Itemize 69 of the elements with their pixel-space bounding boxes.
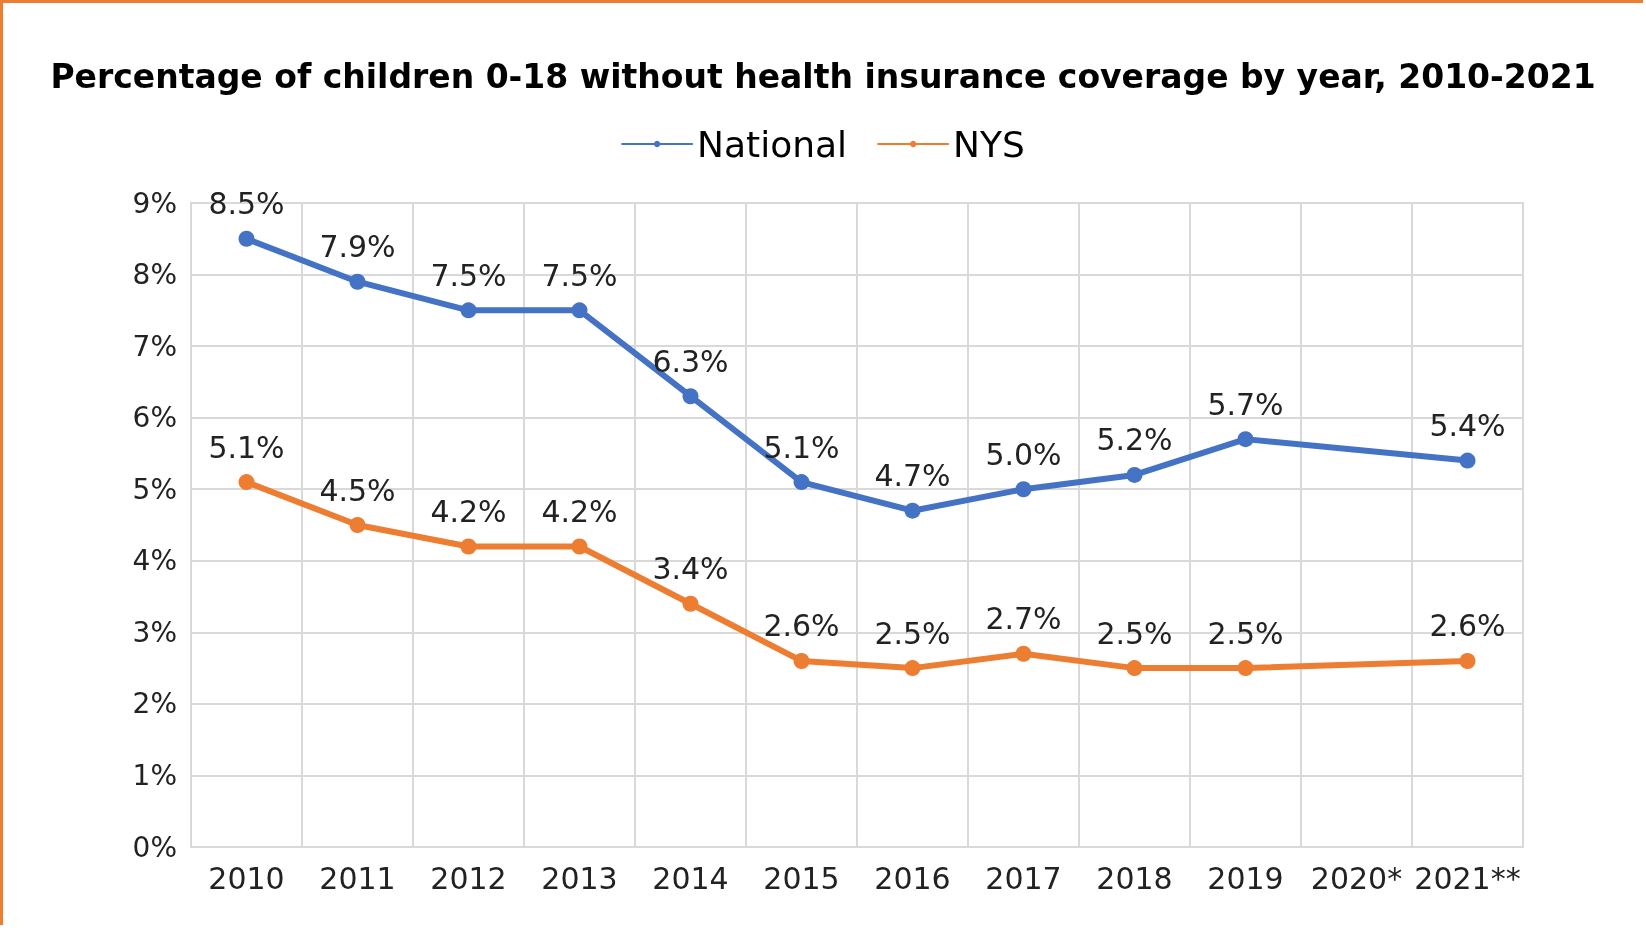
x-tick-label: 2019 [1207, 860, 1284, 896]
point [1237, 660, 1254, 677]
y-tick-label: 0% [132, 830, 177, 864]
data-label: 4.7% [874, 458, 951, 494]
point [682, 388, 699, 405]
point [571, 538, 588, 555]
data-label: 5.1% [763, 429, 840, 465]
data-label: 2.7% [985, 601, 1062, 637]
data-label: 4.2% [430, 493, 507, 529]
data-label: 4.2% [541, 493, 618, 529]
point [682, 595, 699, 612]
point [238, 230, 255, 247]
point [460, 302, 477, 319]
data-label: 5.0% [985, 436, 1062, 472]
x-tick-label: 2013 [541, 860, 618, 896]
y-tick-label: 6% [132, 401, 177, 435]
y-tick-label: 3% [132, 615, 177, 649]
y-tick-label: 4% [132, 544, 177, 578]
data-label: 2.5% [874, 615, 951, 651]
point [1459, 652, 1476, 669]
x-tick-label: 2021** [1414, 860, 1521, 896]
data-label: 8.5% [208, 186, 285, 222]
point [904, 502, 921, 519]
x-tick-label: 2011 [319, 860, 396, 896]
data-label: 2.5% [1207, 615, 1284, 651]
point [238, 474, 255, 491]
point [1126, 466, 1143, 483]
data-label: 6.3% [652, 343, 729, 379]
x-tick-label: 2014 [652, 860, 729, 896]
point [1237, 431, 1254, 448]
x-tick-label: 2015 [763, 860, 840, 896]
data-label: 4.5% [319, 472, 396, 508]
point [1015, 481, 1032, 498]
data-label: 7.9% [319, 229, 396, 265]
legend-label: National [697, 123, 848, 165]
y-tick-label: 1% [132, 758, 177, 792]
y-tick-label: 5% [132, 472, 177, 506]
data-label: 2.5% [1096, 615, 1173, 651]
chart-title: Percentage of children 0-18 without health insurance coverage by year, 2010-2021 [50, 57, 1596, 96]
data-label: 7.5% [430, 257, 507, 293]
x-tick-label: 2020* [1310, 860, 1403, 896]
point [571, 302, 588, 319]
data-label: 3.4% [652, 551, 729, 587]
y-tick-label: 7% [132, 329, 177, 363]
point [1126, 660, 1143, 677]
data-label: 2.6% [763, 608, 840, 644]
y-tick-label: 9% [132, 186, 177, 220]
point [1015, 645, 1032, 662]
data-label: 5.4% [1429, 408, 1506, 444]
x-tick-label: 2010 [208, 860, 285, 896]
point [793, 474, 810, 491]
x-tick-label: 2017 [985, 860, 1062, 896]
data-label: 5.1% [208, 429, 285, 465]
data-label: 5.2% [1096, 422, 1173, 458]
y-tick-label: 2% [132, 687, 177, 721]
data-label: 7.5% [541, 257, 618, 293]
x-tick-label: 2016 [874, 860, 951, 896]
point [904, 660, 921, 677]
point [1459, 452, 1476, 469]
y-tick-label: 8% [132, 258, 177, 292]
point [349, 517, 366, 533]
point [460, 538, 477, 555]
data-label: 5.7% [1207, 386, 1284, 422]
point [349, 273, 366, 290]
data-label: 2.6% [1429, 608, 1506, 644]
point [793, 652, 810, 669]
legend-label: NYS [953, 123, 1025, 165]
x-tick-label: 2012 [430, 860, 507, 896]
x-tick-label: 2018 [1096, 860, 1173, 896]
